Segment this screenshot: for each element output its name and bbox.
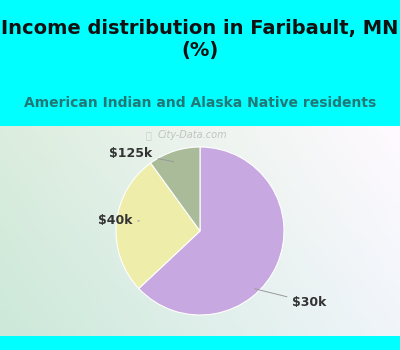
Text: American Indian and Alaska Native residents: American Indian and Alaska Native reside…	[24, 96, 376, 110]
Text: $30k: $30k	[255, 289, 327, 309]
Text: Income distribution in Faribault, MN
(%): Income distribution in Faribault, MN (%)	[1, 19, 399, 60]
Text: ⓘ: ⓘ	[146, 130, 151, 140]
Text: $40k: $40k	[98, 215, 140, 228]
Text: City-Data.com: City-Data.com	[158, 130, 228, 140]
Wedge shape	[139, 147, 284, 315]
Wedge shape	[116, 163, 200, 288]
Text: $125k: $125k	[109, 147, 174, 162]
Wedge shape	[151, 147, 200, 231]
